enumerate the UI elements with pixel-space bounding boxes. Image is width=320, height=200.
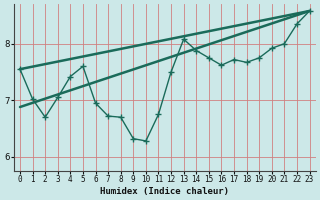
X-axis label: Humidex (Indice chaleur): Humidex (Indice chaleur) [100, 187, 229, 196]
